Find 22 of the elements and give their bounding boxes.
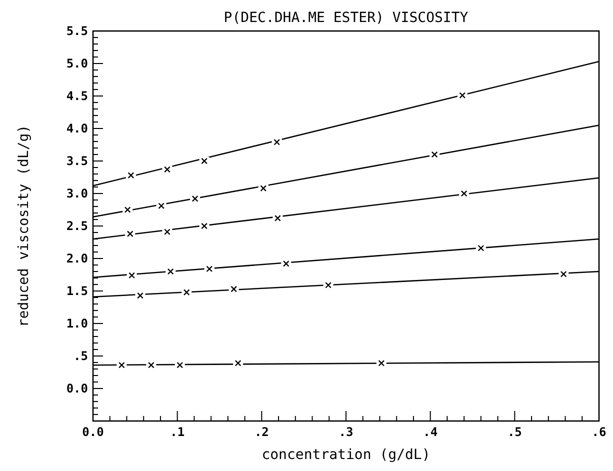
y-tick-label: 3.0 [66, 186, 88, 200]
y-tick-label: 4.5 [66, 89, 88, 103]
y-tick-label: .5 [74, 349, 88, 363]
chart-title: P(DEC.DHA.ME ESTER) VISCOSITY [224, 10, 469, 26]
y-tick-label: 4.0 [66, 122, 88, 136]
y-tick-label: 0.0 [66, 382, 88, 396]
x-tick-label: .1 [170, 425, 185, 439]
y-tick-label: 1.5 [66, 284, 88, 298]
x-tick-label: .4 [423, 425, 438, 439]
y-tick-label: 5.5 [66, 24, 88, 38]
x-axis-title: concentration (g/dL) [262, 447, 430, 463]
y-tick-label: 2.0 [66, 252, 88, 266]
y-tick-label: 5.0 [66, 56, 88, 70]
x-tick-label: 0.0 [82, 425, 104, 439]
y-tick-label: 3.5 [66, 154, 88, 168]
y-tick-label: 2.5 [66, 219, 88, 233]
x-tick-label: .5 [507, 425, 522, 439]
y-axis-title: reduced viscosity (dL/g) [16, 124, 32, 328]
x-tick-label: .2 [254, 425, 269, 439]
y-tick-label: 1.0 [66, 316, 88, 330]
x-tick-label: .3 [338, 425, 354, 439]
x-tick-label: .6 [592, 425, 606, 439]
